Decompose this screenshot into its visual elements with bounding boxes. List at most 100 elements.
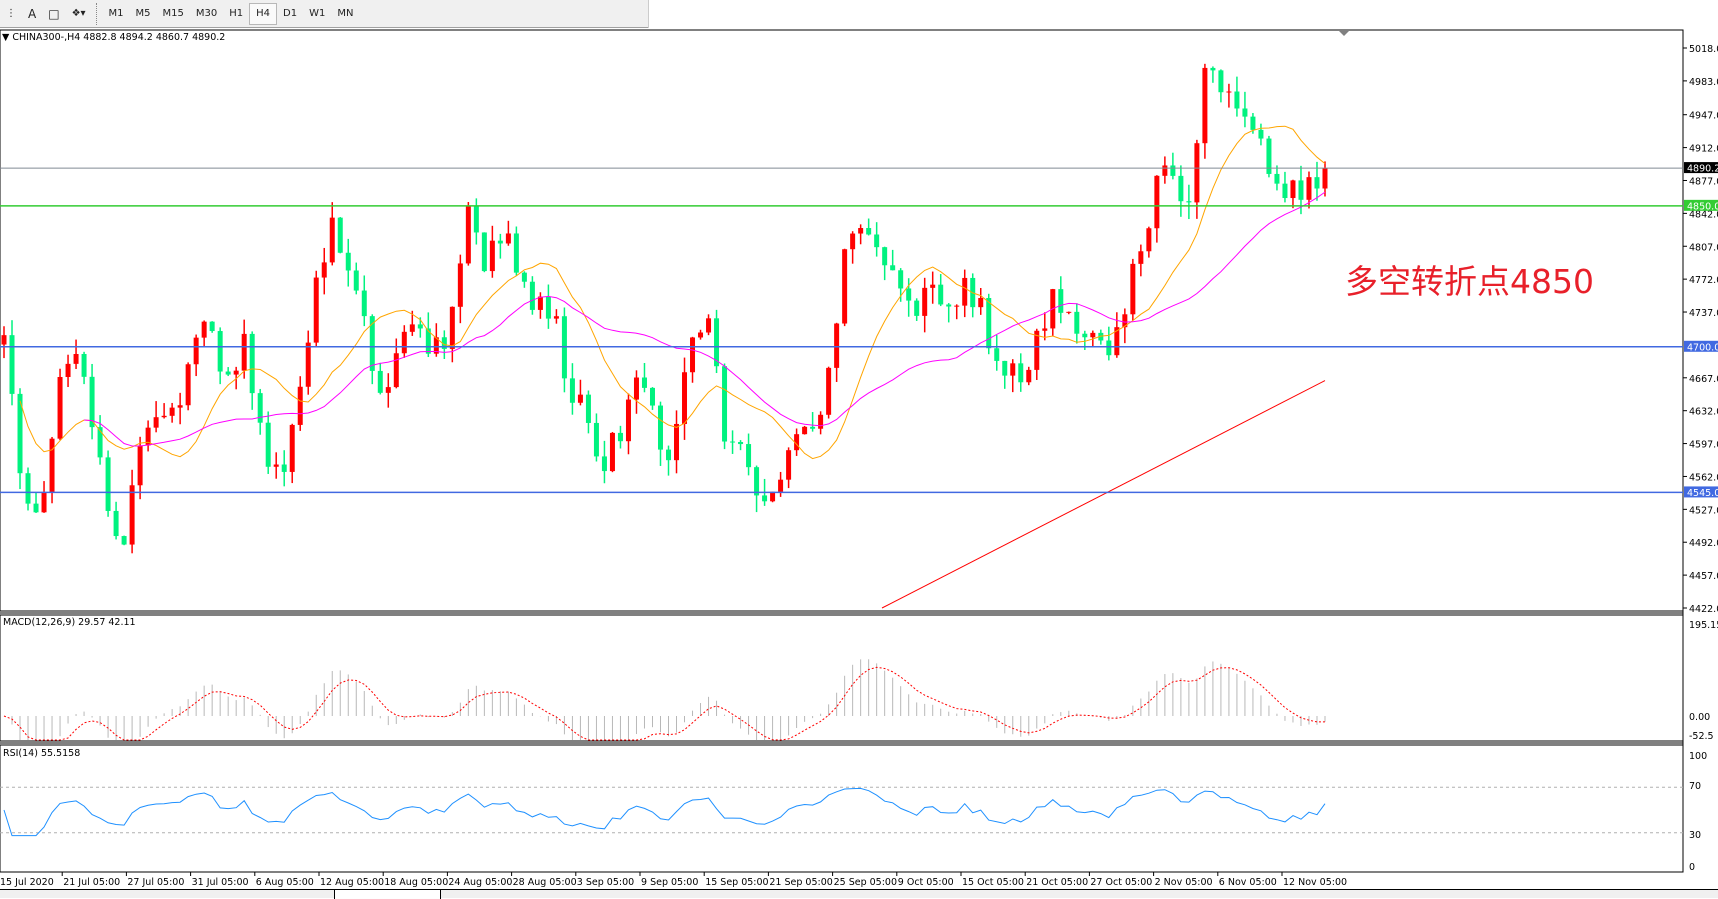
candle-body bbox=[938, 284, 944, 305]
chart-tabs bbox=[0, 889, 1718, 899]
toolbar-separator bbox=[95, 2, 99, 25]
candle-body bbox=[89, 376, 95, 428]
candle-body bbox=[145, 427, 151, 446]
candle-body bbox=[417, 324, 423, 329]
timeframe-mn[interactable]: MN bbox=[337, 8, 354, 19]
candle-body bbox=[1082, 333, 1088, 338]
level-label: 4545.0 bbox=[1687, 488, 1718, 499]
time-tick-label: 9 Sep 05:00 bbox=[641, 877, 698, 888]
candle-body bbox=[866, 228, 872, 235]
time-tick-label: 15 Jul 2020 bbox=[0, 877, 54, 888]
candle-body bbox=[433, 337, 439, 354]
rsi-tick-label: 100 bbox=[1689, 751, 1707, 762]
text-label-icon[interactable]: □ bbox=[48, 6, 60, 21]
candle-body bbox=[209, 321, 215, 332]
candle-body bbox=[1, 335, 7, 345]
main-panel-frame bbox=[0, 29, 1684, 612]
timeframe-m15[interactable]: M15 bbox=[162, 8, 184, 19]
candle-body bbox=[1314, 177, 1320, 189]
candle-body bbox=[369, 316, 375, 371]
price-tick-label: 4772.0 bbox=[1689, 275, 1718, 286]
candle-body bbox=[1146, 228, 1152, 252]
candle-body bbox=[794, 434, 800, 451]
candle-body bbox=[649, 387, 655, 406]
candle-body bbox=[337, 217, 343, 253]
candle-body bbox=[1210, 67, 1216, 71]
level-label-box bbox=[1684, 162, 1718, 174]
timeframe-h1[interactable]: H1 bbox=[229, 8, 244, 19]
candle-body bbox=[842, 249, 848, 324]
candle-body bbox=[1250, 116, 1256, 130]
candle-body bbox=[914, 300, 920, 316]
candle-body bbox=[1154, 175, 1160, 229]
candle-body bbox=[153, 417, 159, 428]
level-label-box bbox=[1684, 199, 1718, 211]
candle-body bbox=[890, 265, 896, 271]
timeframe-m5[interactable]: M5 bbox=[135, 8, 151, 19]
toolbar: ⋮ A □ ❖▾ M1 M5 M15 M30 H1 H4 D1 W1 MN bbox=[0, 0, 1718, 28]
candle-body bbox=[986, 298, 992, 349]
candle-body bbox=[1098, 332, 1104, 341]
candle-body bbox=[441, 337, 447, 349]
candle-body bbox=[738, 441, 744, 445]
candle-body bbox=[33, 503, 39, 513]
candle-body bbox=[722, 366, 728, 442]
period-separator-icon[interactable]: ⋮ bbox=[6, 8, 16, 19]
candle-body bbox=[457, 263, 463, 307]
candle-body bbox=[553, 316, 559, 319]
rsi-tick-label: 30 bbox=[1689, 830, 1701, 841]
level-label: 4890.2 bbox=[1687, 164, 1718, 175]
candle-body bbox=[265, 422, 271, 467]
candle-body bbox=[161, 415, 167, 418]
price-tick-label: 4947.0 bbox=[1689, 111, 1718, 122]
candle-body bbox=[898, 270, 904, 289]
candle-body bbox=[1026, 369, 1032, 383]
timeframe-h4[interactable]: H4 bbox=[249, 2, 278, 25]
macd-histogram bbox=[11, 659, 1326, 740]
candle-body bbox=[625, 399, 631, 442]
candle-body bbox=[674, 423, 680, 461]
candle-body bbox=[297, 386, 303, 425]
candle-body bbox=[401, 331, 407, 354]
candle-body bbox=[137, 445, 143, 486]
candle-body bbox=[249, 333, 255, 394]
candle-body bbox=[802, 426, 808, 435]
candle-body bbox=[1258, 129, 1264, 139]
time-tick-label: 24 Aug 05:00 bbox=[448, 877, 512, 888]
candle-body bbox=[754, 467, 760, 496]
candle-body bbox=[361, 290, 367, 317]
timeframe-d1[interactable]: D1 bbox=[283, 8, 298, 19]
chart-shift-marker bbox=[1339, 31, 1349, 36]
ma-fast-line bbox=[19, 125, 1326, 460]
arrows-icon[interactable]: ❖▾ bbox=[71, 8, 86, 19]
candle-body bbox=[1322, 168, 1328, 189]
price-tick-label: 4457.0 bbox=[1689, 571, 1718, 582]
candle-body bbox=[690, 337, 696, 373]
level-label: 4850.0 bbox=[1687, 201, 1718, 212]
time-tick-label: 28 Aug 05:00 bbox=[513, 877, 577, 888]
candle-body bbox=[762, 495, 768, 502]
time-tick-label: 12 Aug 05:00 bbox=[320, 877, 384, 888]
candle-body bbox=[1234, 91, 1240, 109]
level-label-box bbox=[1684, 486, 1718, 498]
timeframe-m1[interactable]: M1 bbox=[108, 8, 124, 19]
candle-body bbox=[233, 370, 239, 375]
time-tick-label: 15 Sep 05:00 bbox=[705, 877, 768, 888]
candle-body bbox=[657, 405, 663, 450]
time-tick-label: 6 Nov 05:00 bbox=[1219, 877, 1277, 888]
candle-body bbox=[9, 335, 15, 394]
candle-body bbox=[473, 205, 479, 233]
timeframe-w1[interactable]: W1 bbox=[309, 8, 326, 19]
candle-body bbox=[185, 364, 191, 406]
chart-tab[interactable] bbox=[0, 890, 335, 899]
price-tick-label: 4877.0 bbox=[1689, 176, 1718, 187]
candle-body bbox=[1106, 340, 1112, 356]
chart-tab-active[interactable] bbox=[335, 890, 441, 899]
macd-tick-label: -52.5 bbox=[1689, 731, 1714, 742]
candle-body bbox=[281, 464, 287, 472]
candle-body bbox=[353, 270, 359, 291]
text-icon[interactable]: A bbox=[28, 6, 37, 21]
timeframe-m30[interactable]: M30 bbox=[195, 8, 218, 19]
level-label-box bbox=[1684, 340, 1718, 352]
